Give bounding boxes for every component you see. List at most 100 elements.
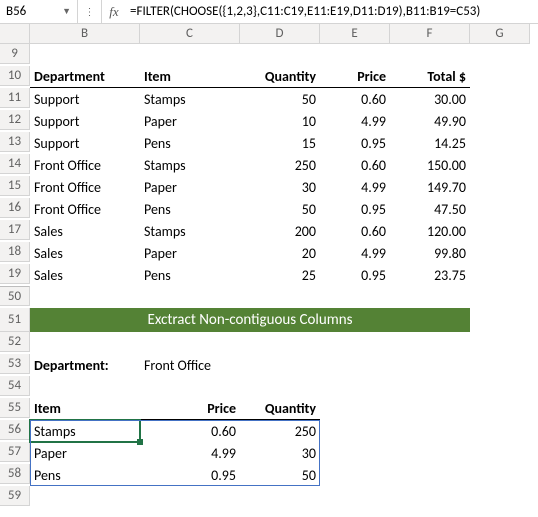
result-item[interactable]: Pens <box>30 464 140 486</box>
cell[interactable] <box>320 354 390 376</box>
cell-item[interactable]: Paper <box>140 242 240 264</box>
cell[interactable] <box>30 332 140 354</box>
row-header[interactable]: 19 <box>0 264 30 284</box>
cell[interactable] <box>240 286 320 308</box>
cell[interactable] <box>470 486 530 508</box>
cell-total[interactable]: 99.80 <box>390 242 470 264</box>
formula-input[interactable] <box>126 0 538 23</box>
cell-total[interactable]: 23.75 <box>390 264 470 286</box>
cell-dept[interactable]: Sales <box>30 242 140 264</box>
cell[interactable] <box>320 442 390 464</box>
cell-price[interactable]: 4.99 <box>320 176 390 198</box>
cell[interactable] <box>30 44 140 66</box>
result-price[interactable]: 4.99 <box>140 442 240 464</box>
row-header[interactable]: 12 <box>0 110 30 130</box>
cell[interactable] <box>320 420 390 442</box>
cell[interactable] <box>140 44 240 66</box>
cell[interactable] <box>240 354 320 376</box>
cell[interactable] <box>470 398 530 420</box>
row-header[interactable]: 52 <box>0 332 30 352</box>
cell[interactable] <box>320 464 390 486</box>
cell-price[interactable]: 0.95 <box>320 264 390 286</box>
row-header[interactable]: 11 <box>0 88 30 108</box>
cell-item[interactable]: Stamps <box>140 220 240 242</box>
result-qty[interactable]: 250 <box>240 420 320 442</box>
cell[interactable] <box>30 376 140 398</box>
cell-item[interactable]: Stamps <box>140 88 240 110</box>
header-price[interactable]: Price <box>320 66 390 88</box>
row-header[interactable]: 14 <box>0 154 30 174</box>
cell-dept[interactable]: Front Office <box>30 198 140 220</box>
cell[interactable] <box>390 376 470 398</box>
cell-dept[interactable]: Sales <box>30 220 140 242</box>
cell[interactable] <box>320 398 390 420</box>
cell-dept[interactable]: Support <box>30 88 140 110</box>
cell-price[interactable]: 0.60 <box>320 88 390 110</box>
cell-price[interactable]: 0.60 <box>320 220 390 242</box>
cell[interactable] <box>470 44 530 66</box>
row-header[interactable]: 59 <box>0 486 30 506</box>
row-header[interactable]: 17 <box>0 220 30 240</box>
cell-price[interactable]: 0.95 <box>320 132 390 154</box>
cell[interactable] <box>140 376 240 398</box>
row-header[interactable]: 55 <box>0 398 30 418</box>
cell[interactable] <box>470 110 530 132</box>
col-header-G[interactable]: G <box>470 24 530 44</box>
result-qty[interactable]: 30 <box>240 442 320 464</box>
cell[interactable] <box>470 308 530 332</box>
cell[interactable] <box>470 442 530 464</box>
row-header[interactable]: 13 <box>0 132 30 152</box>
cell-qty[interactable]: 30 <box>240 176 320 198</box>
cell-price[interactable]: 4.99 <box>320 110 390 132</box>
cell[interactable] <box>390 486 470 508</box>
cell[interactable] <box>320 44 390 66</box>
col-header-D[interactable]: D <box>240 24 320 44</box>
header-total[interactable]: Total $ <box>390 66 470 88</box>
cell[interactable] <box>390 286 470 308</box>
cell-price[interactable]: 0.95 <box>320 198 390 220</box>
cell-total[interactable]: 14.25 <box>390 132 470 154</box>
cell-price[interactable]: 0.60 <box>320 154 390 176</box>
cell-total[interactable]: 120.00 <box>390 220 470 242</box>
col-header-B[interactable]: B <box>30 24 140 44</box>
cell[interactable] <box>30 286 140 308</box>
cell[interactable] <box>470 66 530 88</box>
row-header[interactable]: 51 <box>0 308 30 332</box>
cell[interactable] <box>470 464 530 486</box>
cell[interactable] <box>470 220 530 242</box>
cell-qty[interactable]: 50 <box>240 198 320 220</box>
cell-qty[interactable]: 250 <box>240 154 320 176</box>
cell-qty[interactable]: 20 <box>240 242 320 264</box>
cell-price[interactable]: 4.99 <box>320 242 390 264</box>
cell[interactable] <box>240 486 320 508</box>
cell-item[interactable]: Paper <box>140 110 240 132</box>
cell[interactable] <box>470 198 530 220</box>
cell[interactable] <box>470 354 530 376</box>
cell-item[interactable]: Pens <box>140 132 240 154</box>
fx-icon[interactable]: fx <box>102 4 126 20</box>
cell[interactable] <box>390 354 470 376</box>
corner-cell[interactable] <box>0 24 30 44</box>
cell[interactable] <box>390 464 470 486</box>
cell-total[interactable]: 149.70 <box>390 176 470 198</box>
cell[interactable] <box>390 398 470 420</box>
cell-qty[interactable]: 25 <box>240 264 320 286</box>
cell-item[interactable]: Paper <box>140 176 240 198</box>
cell[interactable] <box>470 132 530 154</box>
cell[interactable] <box>320 286 390 308</box>
row-header[interactable]: 58 <box>0 464 30 484</box>
header-quantity[interactable]: Quantity <box>240 66 320 88</box>
col-header-F[interactable]: F <box>390 24 470 44</box>
row-header[interactable]: 10 <box>0 66 30 86</box>
cell-dept[interactable]: Front Office <box>30 176 140 198</box>
cell-total[interactable]: 47.50 <box>390 198 470 220</box>
row-header[interactable]: 9 <box>0 44 30 64</box>
row-header[interactable]: 53 <box>0 354 30 374</box>
cell[interactable] <box>470 176 530 198</box>
cell[interactable] <box>30 486 140 508</box>
result-qty[interactable]: 50 <box>240 464 320 486</box>
cell[interactable] <box>240 376 320 398</box>
cell-item[interactable]: Pens <box>140 198 240 220</box>
row-header[interactable]: 56 <box>0 420 30 440</box>
cell-item[interactable]: Stamps <box>140 154 240 176</box>
